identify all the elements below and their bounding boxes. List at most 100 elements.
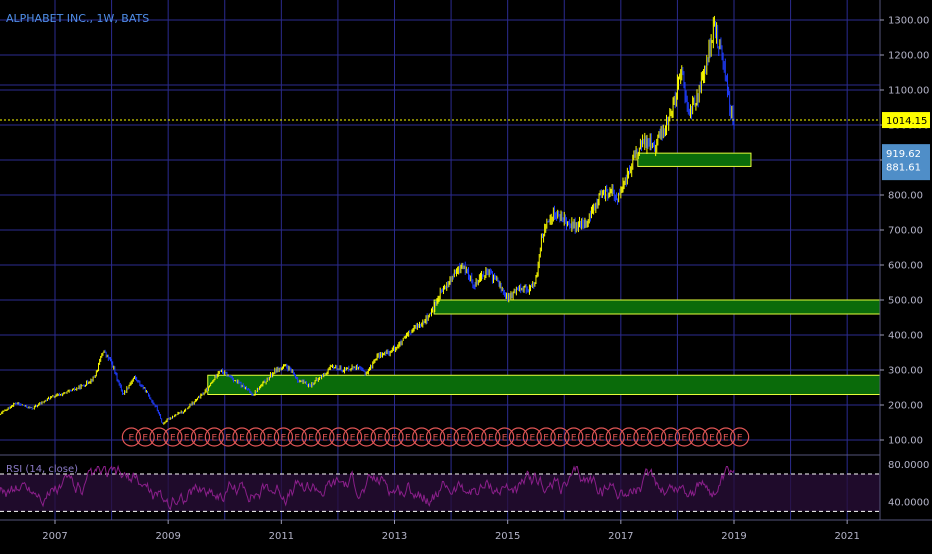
- rsi-tick-label: 40.0000: [888, 498, 929, 509]
- earnings-marker-label: E: [142, 434, 148, 444]
- earnings-marker-label: E: [253, 434, 259, 444]
- earnings-marker[interactable]: [329, 427, 349, 447]
- price-tick-label: 500.00: [888, 296, 923, 307]
- price-tick-label: 800.00: [888, 191, 923, 202]
- earnings-marker[interactable]: [619, 427, 639, 447]
- price-axis-panel: [880, 0, 932, 550]
- earnings-marker[interactable]: [702, 427, 722, 447]
- price-series: [0, 15, 880, 425]
- earnings-marker[interactable]: [190, 427, 211, 447]
- earnings-marker[interactable]: [149, 427, 169, 447]
- price-tick-label: 1100.00: [888, 86, 929, 97]
- earnings-marker[interactable]: [564, 427, 584, 447]
- zone-price-tag: [882, 144, 930, 181]
- earnings-marker[interactable]: [577, 427, 598, 447]
- earnings-marker[interactable]: [591, 427, 612, 447]
- earnings-marker[interactable]: [647, 427, 667, 447]
- earnings-marker[interactable]: [716, 427, 736, 447]
- rsi-band-fill: [0, 474, 880, 512]
- earnings-marker[interactable]: [439, 427, 459, 447]
- earnings-marker[interactable]: [660, 427, 681, 447]
- price-tick-label: 1300.00: [888, 16, 929, 27]
- earnings-marker[interactable]: [730, 427, 750, 447]
- support-zone-2: [433, 299, 881, 315]
- earnings-marker[interactable]: [453, 427, 473, 447]
- current-price-tag: [882, 112, 930, 129]
- earnings-marker-label: E: [308, 434, 314, 444]
- earnings-marker-label: E: [460, 434, 466, 444]
- earnings-marker[interactable]: [508, 427, 529, 447]
- rsi-tick-label: 80.0000: [888, 460, 929, 471]
- rsi-pane: RSI (14, close): [0, 464, 880, 512]
- earnings-marker[interactable]: [356, 427, 377, 447]
- earnings-marker-label: E: [322, 434, 328, 444]
- earnings-marker[interactable]: [384, 427, 404, 447]
- earnings-marker[interactable]: [688, 427, 708, 447]
- time-axis-panel: [0, 520, 932, 550]
- earnings-marker[interactable]: [135, 427, 155, 447]
- earnings-marker[interactable]: [536, 427, 556, 447]
- time-tick-label: 2013: [382, 531, 407, 542]
- earnings-marker[interactable]: [467, 427, 487, 447]
- earnings-marker[interactable]: [412, 427, 432, 447]
- earnings-marker[interactable]: [301, 427, 321, 447]
- earnings-marker[interactable]: [287, 427, 307, 447]
- earnings-marker-label: E: [529, 434, 535, 444]
- earnings-marker[interactable]: [273, 427, 294, 447]
- earnings-marker-label: E: [640, 434, 646, 444]
- price-tick-label: 300.00: [888, 366, 923, 377]
- earnings-marker-label: E: [612, 434, 618, 444]
- earnings-marker-label: E: [129, 434, 135, 444]
- price-tick-label: 100.00: [888, 436, 923, 447]
- current-price-label: 1014.15: [886, 116, 927, 127]
- rsi-line: [0, 464, 735, 511]
- earnings-marker[interactable]: [315, 427, 335, 447]
- earnings-marker[interactable]: [177, 427, 197, 447]
- earnings-marker[interactable]: [495, 427, 515, 447]
- time-tick-label: 2021: [834, 531, 859, 542]
- time-tick-label: 2009: [155, 531, 180, 542]
- earnings-marker[interactable]: [481, 427, 501, 447]
- earnings-marker-label: E: [737, 434, 743, 444]
- earnings-marker-label: E: [281, 434, 287, 444]
- earnings-marker[interactable]: [218, 427, 238, 447]
- earnings-marker[interactable]: [522, 427, 542, 447]
- earnings-marker[interactable]: [260, 427, 280, 447]
- earnings-marker[interactable]: [163, 427, 183, 447]
- earnings-marker[interactable]: [246, 427, 266, 447]
- earnings-marker[interactable]: [121, 427, 141, 447]
- earnings-marker-label: E: [709, 434, 715, 444]
- earnings-marker-label: E: [585, 434, 591, 444]
- time-tick-label: 2011: [269, 531, 294, 542]
- earnings-marker[interactable]: [342, 427, 363, 447]
- earnings-marker[interactable]: [425, 427, 446, 447]
- earnings-marker-label: E: [654, 434, 660, 444]
- price-tick-label: 400.00: [888, 331, 923, 342]
- earnings-marker[interactable]: [370, 427, 390, 447]
- rsi-label: RSI (14, close): [6, 464, 78, 475]
- time-tick-label: 2007: [42, 531, 67, 542]
- time-tick-label: 2015: [495, 531, 520, 542]
- price-tick-label: 600.00: [888, 261, 923, 272]
- time-axis: 2007 2009 2011 2013 2015 2017 2019 2021: [0, 519, 932, 550]
- earnings-marker[interactable]: [674, 427, 694, 447]
- earnings-marker[interactable]: [204, 427, 224, 447]
- earnings-marker-label: E: [516, 434, 522, 444]
- earnings-marker-label: E: [239, 434, 245, 444]
- earnings-marker[interactable]: [550, 427, 570, 447]
- earnings-marker[interactable]: [232, 427, 252, 447]
- earnings-marker[interactable]: [633, 427, 653, 447]
- earnings-marker-label: E: [198, 434, 204, 444]
- support-zone-1: [637, 152, 752, 167]
- time-tick-label: 2017: [608, 531, 633, 542]
- earnings-marker-label: E: [350, 434, 356, 444]
- earnings-marker[interactable]: [605, 427, 625, 447]
- earnings-marker-label: E: [170, 434, 176, 444]
- earnings-marker-label: E: [695, 434, 701, 444]
- earnings-marker[interactable]: [398, 427, 418, 447]
- earnings-marker-label: E: [267, 434, 273, 444]
